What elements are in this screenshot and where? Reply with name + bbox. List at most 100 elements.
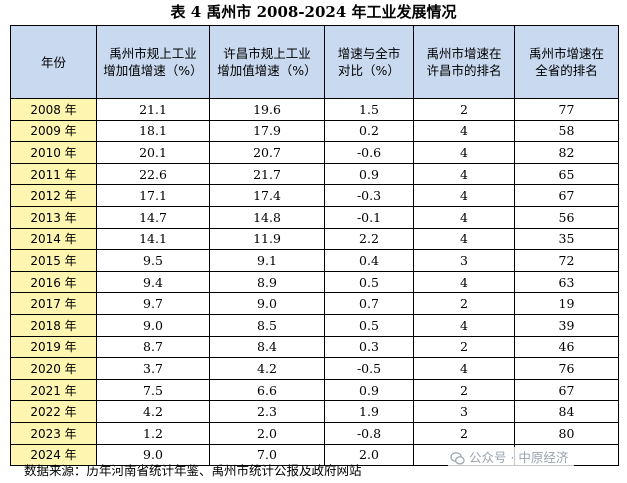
cell-rank-province: 19 (514, 292, 619, 315)
cell-year: 2016 年 (10, 270, 97, 294)
cell-year: 2015 年 (10, 249, 97, 272)
header-rank-xuchang: 禹州市增速在 许昌市的排名 (413, 25, 515, 99)
table-row: 2016 年 9.4 8.9 0.5 4 63 (10, 270, 619, 294)
cell-yuzhou-growth: 7.5 (96, 378, 210, 402)
table-row: 2021 年 7.5 6.6 0.9 2 67 (10, 378, 619, 402)
table-row: 2018 年 9.0 8.5 0.5 4 39 (10, 313, 619, 337)
header-xuchang-growth: 许昌市规上工业 增加值增速（%） (209, 25, 325, 99)
cell-yuzhou-growth: 9.7 (96, 292, 210, 315)
cell-rank-xuchang: 4 (413, 270, 515, 294)
wechat-icon (450, 451, 465, 465)
cell-rank-province: 63 (514, 270, 619, 294)
cell-rank-xuchang: 4 (413, 227, 515, 251)
cell-vs-city: 0.9 (324, 378, 414, 402)
cell-xuchang-growth: 21.7 (209, 162, 325, 186)
cell-xuchang-growth: 2.3 (209, 400, 325, 423)
table-row: 2014 年 14.1 11.9 2.2 4 35 (10, 227, 619, 251)
cell-xuchang-growth: 19.6 (209, 98, 325, 121)
cell-rank-xuchang: 4 (413, 162, 515, 186)
cell-vs-city: 0.4 (324, 249, 414, 272)
cell-year: 2019 年 (10, 335, 97, 359)
cell-rank-xuchang: 4 (413, 205, 515, 229)
cell-vs-city: -0.3 (324, 184, 414, 207)
cell-rank-xuchang: 4 (413, 119, 515, 143)
table-row: 2020 年 3.7 4.2 -0.5 4 76 (10, 357, 619, 380)
cell-xuchang-growth: 8.9 (209, 270, 325, 294)
header-vs-city: 增速与全市 对比（%） (324, 25, 414, 99)
cell-yuzhou-growth: 14.7 (96, 205, 210, 229)
cell-rank-xuchang: 3 (413, 249, 515, 272)
table-row: 2011 年 22.6 21.7 0.9 4 65 (10, 162, 619, 186)
cell-rank-xuchang: 4 (413, 313, 515, 337)
cell-vs-city: 1.9 (324, 400, 414, 423)
cell-rank-province: 76 (514, 357, 619, 380)
cell-vs-city: 0.2 (324, 119, 414, 143)
cell-vs-city: -0.1 (324, 205, 414, 229)
cell-vs-city: 0.7 (324, 292, 414, 315)
cell-rank-xuchang: 2 (413, 378, 515, 402)
cell-yuzhou-growth: 8.7 (96, 335, 210, 359)
cell-rank-xuchang: 4 (413, 184, 515, 207)
cell-rank-province: 80 (514, 421, 619, 445)
table-row: 2012 年 17.1 17.4 -0.3 4 67 (10, 184, 619, 207)
watermark-text: 公众号 · 中原经济 (469, 450, 569, 465)
cell-xuchang-growth: 8.5 (209, 313, 325, 337)
cell-vs-city: 0.3 (324, 335, 414, 359)
cell-xuchang-growth: 17.4 (209, 184, 325, 207)
cell-xuchang-growth: 14.8 (209, 205, 325, 229)
cell-rank-province: 56 (514, 205, 619, 229)
cell-xuchang-growth: 9.1 (209, 249, 325, 272)
cell-rank-xuchang: 4 (413, 357, 515, 380)
cell-year: 2022 年 (10, 400, 97, 423)
header-year: 年份 (10, 25, 97, 99)
cell-rank-province: 39 (514, 313, 619, 337)
table-row: 2013 年 14.7 14.8 -0.1 4 56 (10, 205, 619, 229)
cell-vs-city: 0.5 (324, 313, 414, 337)
cell-yuzhou-growth: 9.4 (96, 270, 210, 294)
cell-year: 2020 年 (10, 357, 97, 380)
cell-vs-city: -0.5 (324, 357, 414, 380)
data-source-note: 数据来源：历年河南省统计年鉴、禹州市统计公报及政府网站 (24, 463, 362, 478)
cell-year: 2008 年 (10, 98, 97, 121)
cell-rank-province: 82 (514, 141, 619, 164)
header-rank-province: 禹州市增速在 全省的排名 (514, 25, 619, 99)
cell-rank-xuchang: 3 (413, 400, 515, 423)
table-title: 表 4 禹州市 2008-2024 年工业发展情况 (170, 3, 457, 21)
cell-yuzhou-growth: 18.1 (96, 119, 210, 143)
cell-rank-xuchang: 2 (413, 335, 515, 359)
cell-rank-province: 72 (514, 249, 619, 272)
table-row: 2015 年 9.5 9.1 0.4 3 72 (10, 249, 619, 272)
cell-rank-province: 67 (514, 184, 619, 207)
cell-vs-city: -0.8 (324, 421, 414, 445)
cell-yuzhou-growth: 9.5 (96, 249, 210, 272)
cell-yuzhou-growth: 3.7 (96, 357, 210, 380)
cell-yuzhou-growth: 9.0 (96, 313, 210, 337)
cell-vs-city: 1.5 (324, 98, 414, 121)
cell-yuzhou-growth: 1.2 (96, 421, 210, 445)
table-row: 2017 年 9.7 9.0 0.7 2 19 (10, 292, 619, 315)
cell-vs-city: 2.0 (324, 443, 414, 467)
table-row: 2022 年 4.2 2.3 1.9 3 84 (10, 400, 619, 423)
cell-yuzhou-growth: 17.1 (96, 184, 210, 207)
cell-rank-xuchang: 2 (413, 98, 515, 121)
cell-xuchang-growth: 4.2 (209, 357, 325, 380)
cell-yuzhou-growth: 22.6 (96, 162, 210, 186)
cell-rank-province: 67 (514, 378, 619, 402)
header-yuzhou-growth: 禹州市规上工业 增加值增速（%） (96, 25, 210, 99)
cell-year: 2014 年 (10, 227, 97, 251)
cell-yuzhou-growth: 4.2 (96, 400, 210, 423)
watermark: 公众号 · 中原经济 (448, 447, 575, 469)
cell-yuzhou-growth: 21.1 (96, 98, 210, 121)
cell-xuchang-growth: 17.9 (209, 119, 325, 143)
cell-vs-city: 0.9 (324, 162, 414, 186)
cell-xuchang-growth: 20.7 (209, 141, 325, 164)
table-row: 2019 年 8.7 8.4 0.3 2 46 (10, 335, 619, 359)
header-row: 年份 禹州市规上工业 增加值增速（%） 许昌市规上工业 增加值增速（%） 增速与… (10, 25, 619, 99)
cell-rank-province: 77 (514, 98, 619, 121)
cell-xuchang-growth: 6.6 (209, 378, 325, 402)
cell-year: 2009 年 (10, 119, 97, 143)
cell-rank-province: 46 (514, 335, 619, 359)
cell-rank-province: 35 (514, 227, 619, 251)
cell-year: 2023 年 (10, 421, 97, 445)
cell-year: 2013 年 (10, 205, 97, 229)
